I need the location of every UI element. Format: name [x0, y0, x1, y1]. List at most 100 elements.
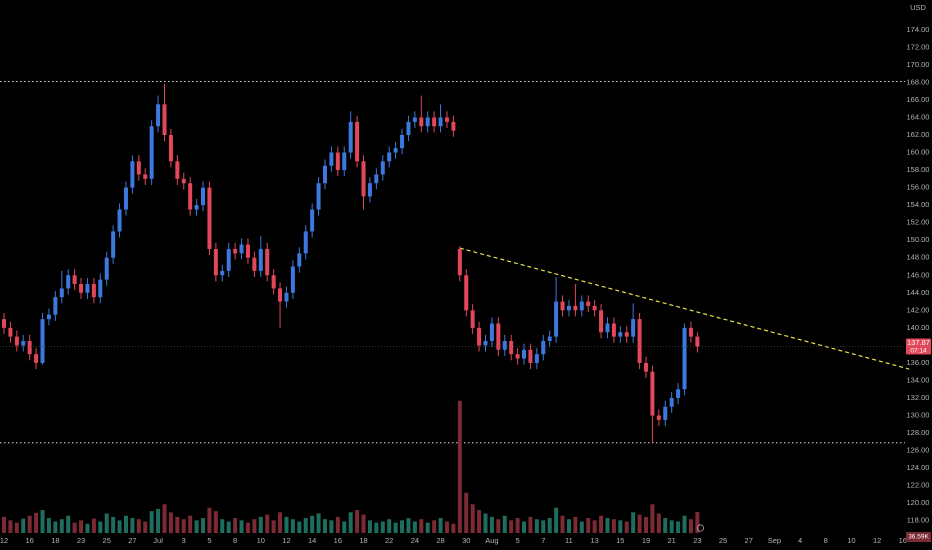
- x-tick-label: 16: [26, 536, 34, 545]
- volume-bar: [239, 520, 244, 533]
- volume-bar: [245, 522, 250, 533]
- volume-bar: [688, 519, 693, 533]
- candle-body: [618, 332, 623, 337]
- candle-body: [348, 121, 353, 153]
- volume-bar: [310, 515, 315, 533]
- candle-body: [265, 248, 270, 276]
- x-tick-label: 22: [385, 536, 393, 545]
- x-tick-label: 11: [565, 536, 573, 545]
- y-tick-label: 152.00: [907, 218, 930, 227]
- candle-body: [290, 266, 295, 293]
- candle-body: [181, 178, 186, 184]
- candle-body: [162, 104, 167, 136]
- candle-body: [136, 161, 141, 175]
- candle-body: [483, 341, 488, 346]
- candle-body: [412, 117, 417, 122]
- volume-bar: [98, 521, 103, 533]
- volume-bar: [541, 520, 546, 533]
- y-tick-label: 132.00: [907, 393, 930, 402]
- x-tick-label: 30: [462, 536, 470, 545]
- y-tick-label: 174.00: [907, 25, 930, 34]
- x-tick-label: 25: [719, 536, 727, 545]
- volume-bar: [91, 518, 96, 533]
- candle-body: [451, 121, 456, 131]
- volume-bar: [342, 521, 347, 533]
- y-tick-label: 156.00: [907, 183, 930, 192]
- candle-body: [117, 209, 122, 232]
- volume-bar: [226, 521, 231, 533]
- x-tick-label: 5: [207, 536, 211, 545]
- y-tick-label: 142.00: [907, 305, 930, 314]
- volume-bar: [168, 512, 173, 533]
- candle-body: [98, 279, 103, 298]
- candle-body: [111, 231, 116, 258]
- candle-body: [72, 275, 77, 285]
- candle-body: [656, 415, 661, 420]
- candle-body: [393, 148, 398, 153]
- candle-body: [522, 349, 527, 359]
- candle-body: [624, 332, 629, 337]
- x-tick-label: Aug: [485, 536, 498, 545]
- candle-body: [425, 117, 430, 127]
- y-tick-label: 140.00: [907, 323, 930, 332]
- x-tick-label: 12: [282, 536, 290, 545]
- y-tick-label: 130.00: [907, 411, 930, 420]
- candle-body: [188, 183, 193, 210]
- volume-bar: [271, 520, 276, 533]
- volume-bar: [470, 504, 475, 533]
- volume-bar: [117, 520, 122, 533]
- volume-bar: [59, 519, 64, 533]
- candle-body: [599, 310, 604, 333]
- currency-label: USD: [910, 3, 926, 12]
- x-tick-label: Sep: [768, 536, 781, 545]
- volume-bar: [14, 522, 19, 533]
- candle-body: [444, 117, 449, 122]
- candle-body: [258, 248, 263, 271]
- candle-body: [631, 319, 636, 337]
- candle-body: [688, 327, 693, 337]
- volume-bar: [477, 510, 482, 533]
- volume-bar: [156, 508, 161, 533]
- candle-body: [233, 248, 238, 254]
- volume-bar: [644, 516, 648, 533]
- volume-bar: [438, 518, 443, 533]
- y-tick-label: 150.00: [907, 235, 930, 244]
- x-tick-label: 23: [693, 536, 701, 545]
- candle-body: [644, 362, 648, 372]
- candle-body: [303, 231, 308, 254]
- candle-body: [220, 270, 225, 276]
- volume-bar: [573, 516, 578, 533]
- y-tick-label: 172.00: [907, 42, 930, 51]
- candle-body: [400, 135, 405, 149]
- candle-body: [477, 327, 482, 346]
- volume-bar: [361, 514, 366, 533]
- volume-bar: [560, 515, 565, 533]
- candle-body: [380, 161, 385, 175]
- volume-bar: [406, 518, 411, 533]
- candle-body: [316, 183, 321, 210]
- candle-body: [406, 121, 411, 136]
- last-price-tag: [906, 338, 931, 355]
- candle-body: [143, 174, 148, 179]
- volume-bar: [258, 516, 263, 533]
- y-tick-label: 122.00: [907, 481, 930, 490]
- candle-body: [586, 301, 591, 306]
- event-icon: [696, 524, 704, 532]
- x-tick-label: 13: [590, 536, 598, 545]
- volume-bar: [631, 512, 636, 533]
- volume-bar: [329, 520, 334, 533]
- candle-body: [374, 174, 379, 184]
- candle-body: [663, 406, 668, 420]
- candle-body: [85, 284, 90, 293]
- y-tick-label: 170.00: [907, 60, 930, 69]
- volume-bar: [104, 513, 109, 533]
- x-tick-label: 4: [798, 536, 802, 545]
- candle-body: [457, 248, 462, 276]
- candle-body: [419, 117, 424, 127]
- candle-body: [464, 275, 469, 311]
- x-tick-label: 21: [668, 536, 676, 545]
- volume-bar: [502, 515, 507, 533]
- x-tick-label: 5: [516, 536, 520, 545]
- candle-body: [361, 161, 366, 197]
- volume-bar: [387, 519, 392, 533]
